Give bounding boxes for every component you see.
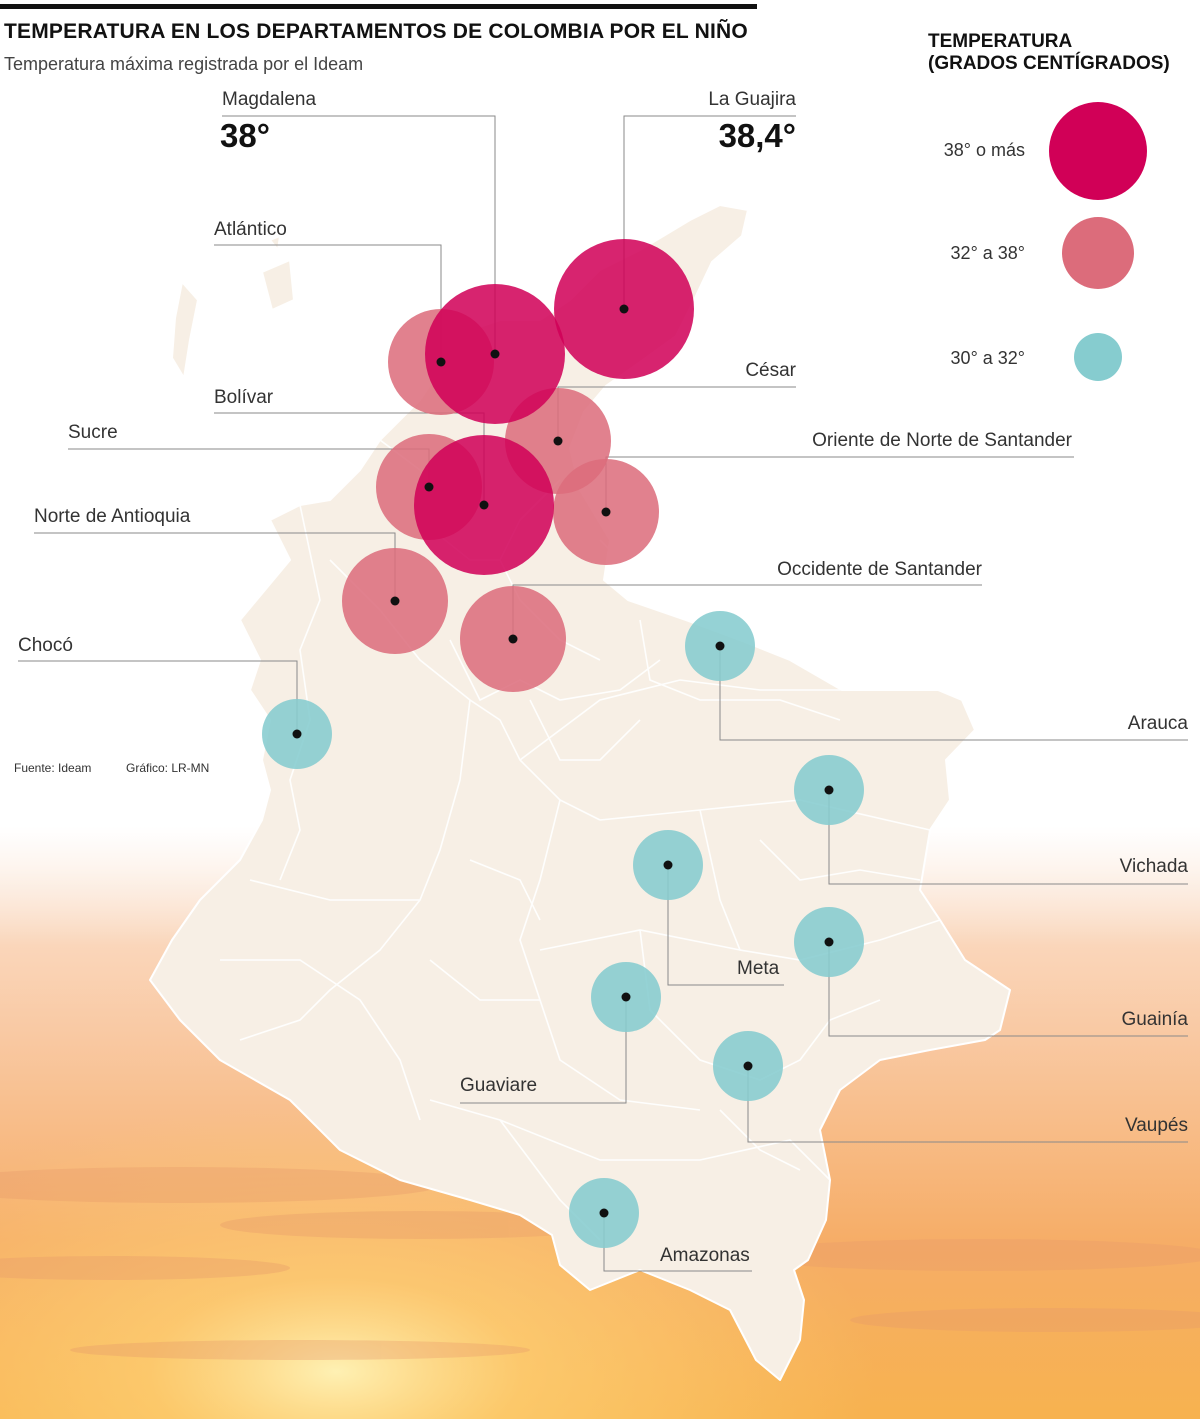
country-shape: [149, 204, 1011, 1381]
legend-label-warm: 32° a 38°: [950, 243, 1025, 263]
dot-bolivar: [479, 500, 489, 510]
label-vichada: Vichada: [1119, 856, 1188, 877]
legend-title-line1: TEMPERATURA: [928, 31, 1073, 52]
page-subtitle: Temperatura máxima registrada por el Ide…: [4, 54, 364, 74]
label-guaviare: Guaviare: [460, 1075, 538, 1096]
dot-vichada: [824, 785, 834, 795]
legend-circle-1: [1062, 217, 1134, 289]
legend-title-line2: (GRADOS CENTÍGRADOS): [928, 53, 1170, 74]
legend-label-mild: 30° a 32°: [950, 348, 1025, 368]
label-bolivar: Bolívar: [214, 387, 274, 408]
label-guajira: La Guajira: [708, 89, 796, 110]
label-magdalena: Magdalena: [222, 89, 317, 110]
legend-label-hot: 38° o más: [943, 140, 1025, 160]
leader-guaviare: [460, 997, 627, 1104]
leader-oriente_norte_santander: [605, 456, 1074, 512]
label-atlantico: Atlántico: [214, 219, 287, 240]
leader-magdalena: [222, 115, 496, 354]
label-oriente-norte-santander: Oriente de Norte de Santander: [812, 430, 1072, 451]
credit-graphic: Gráfico: LR-MN: [126, 761, 210, 775]
leader-meta: [667, 865, 784, 986]
dot-vaupes: [743, 1061, 753, 1071]
credit-source: Fuente: Ideam: [14, 761, 92, 775]
dot-amazonas: [599, 1208, 609, 1218]
value-magdalena: 38°: [220, 117, 270, 154]
dot-guaviare: [621, 992, 631, 1002]
legend-circles: [1049, 102, 1147, 381]
location-dots: [292, 304, 834, 1218]
label-choco: Chocó: [18, 635, 73, 656]
value-guajira: 38,4°: [718, 117, 796, 154]
dot-choco: [292, 729, 302, 739]
label-sucre: Sucre: [68, 422, 118, 443]
dot-oriente_norte_santander: [601, 507, 611, 517]
label-cesar: César: [745, 360, 796, 381]
dot-norte_antioquia: [390, 596, 400, 606]
legend-circle-0: [1049, 102, 1147, 200]
label-guainia: Guainía: [1121, 1009, 1188, 1030]
dot-arauca: [715, 641, 725, 651]
dot-magdalena: [490, 349, 500, 359]
legend-circle-2: [1074, 333, 1122, 381]
legend-title: TEMPERATURA (GRADOS CENTÍGRADOS): [928, 31, 1170, 75]
dot-sucre: [424, 482, 434, 492]
label-vaupes: Vaupés: [1124, 1115, 1188, 1136]
dot-atlantico: [436, 357, 446, 367]
label-meta: Meta: [737, 958, 780, 979]
dot-meta: [663, 860, 673, 870]
dot-occidente_santander: [508, 634, 518, 644]
label-occidente-santander: Occidente de Santander: [777, 559, 982, 580]
title-rule: [0, 4, 757, 9]
clouds: [0, 1167, 1200, 1360]
label-norte-antioquia: Norte de Antioquia: [34, 506, 191, 527]
page-title: TEMPERATURA EN LOS DEPARTAMENTOS DE COLO…: [4, 20, 748, 43]
dot-guajira: [619, 304, 629, 314]
dot-guainia: [824, 937, 834, 947]
dot-cesar: [553, 436, 563, 446]
label-arauca: Arauca: [1127, 713, 1188, 734]
label-amazonas: Amazonas: [660, 1245, 750, 1266]
